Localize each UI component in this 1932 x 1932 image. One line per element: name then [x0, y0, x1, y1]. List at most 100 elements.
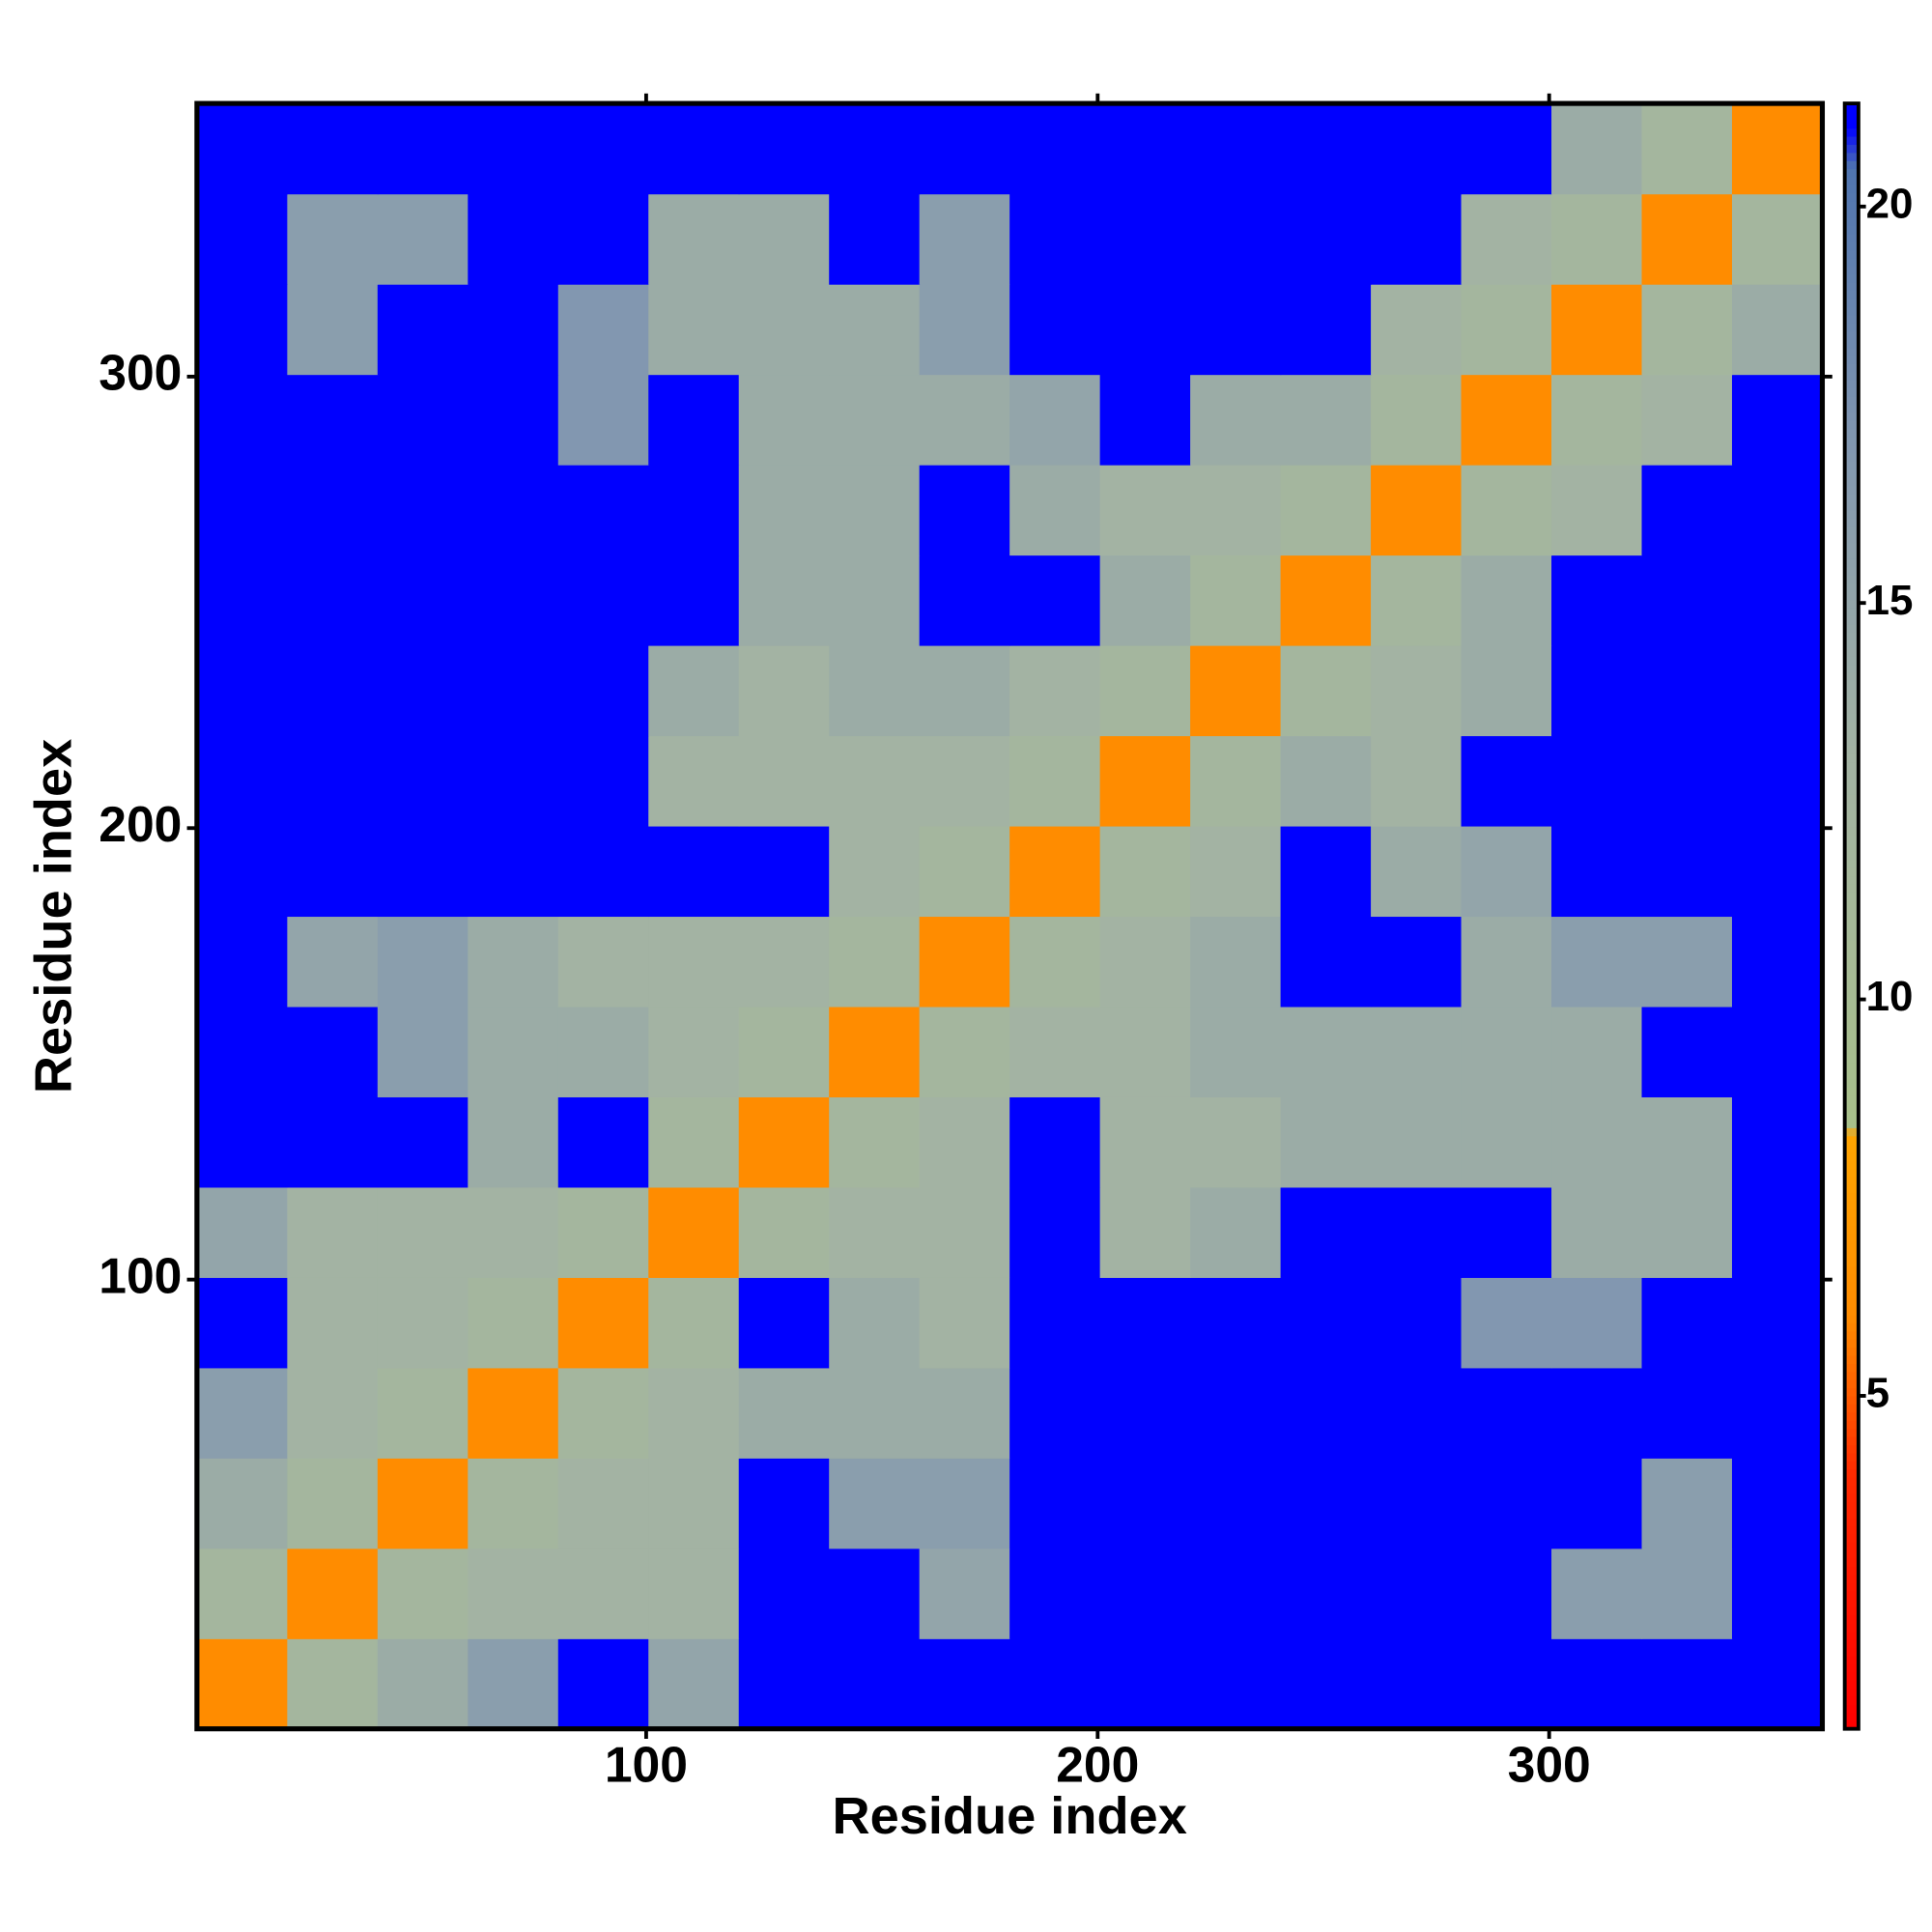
heatmap-cell: [1371, 1638, 1463, 1730]
heatmap-cell: [468, 644, 559, 737]
y-tick-label: 200: [99, 796, 182, 852]
heatmap-cell: [287, 1277, 379, 1369]
heatmap-cell: [1641, 1548, 1733, 1639]
heatmap-cell: [648, 1458, 740, 1549]
colorbar-segment: [1844, 201, 1859, 211]
heatmap-cell: [1009, 1096, 1101, 1188]
colorbar-segment: [1844, 1501, 1859, 1511]
heatmap-cell: [648, 1006, 740, 1097]
colorbar-segment: [1844, 185, 1859, 194]
colorbar-segment: [1844, 631, 1859, 641]
heatmap-cell: [1099, 1006, 1191, 1097]
heatmap-cell: [1731, 1186, 1824, 1278]
heatmap-cell: [1371, 193, 1463, 285]
colorbar-segment: [1844, 533, 1859, 544]
colorbar-segment: [1844, 1599, 1859, 1608]
heatmap-cell: [1371, 825, 1463, 918]
colorbar-segment: [1844, 1314, 1859, 1323]
colorbar-segment: [1844, 835, 1859, 844]
colorbar-segment: [1844, 1176, 1859, 1185]
heatmap-cell: [1280, 1367, 1372, 1459]
colorbar-segment: [1844, 656, 1859, 666]
colorbar-tick-label: 15: [1866, 577, 1914, 624]
heatmap-cell: [829, 644, 921, 737]
colorbar-segment: [1844, 1671, 1859, 1681]
colorbar-segment: [1844, 168, 1859, 178]
heatmap-cell: [738, 1638, 830, 1730]
heatmap-cell: [1641, 193, 1733, 285]
heatmap-cell: [1641, 1006, 1733, 1097]
heatmap-cell: [648, 1096, 740, 1188]
colorbar-segment: [1844, 290, 1859, 299]
heatmap-cell: [1190, 1006, 1282, 1097]
x-tick-label: 100: [605, 1737, 688, 1793]
heatmap-cell: [1641, 554, 1733, 646]
heatmap-cell: [829, 284, 921, 376]
heatmap-cell: [1461, 374, 1552, 466]
colorbar-segment: [1844, 1688, 1859, 1697]
heatmap-cell: [738, 284, 830, 376]
heatmap-cell: [1280, 554, 1372, 646]
heatmap-cell: [1190, 465, 1282, 556]
heatmap-cell: [738, 554, 830, 646]
heatmap-cell: [1190, 825, 1282, 918]
heatmap-cell: [829, 1277, 921, 1369]
colorbar-segment: [1844, 566, 1859, 576]
heatmap-cell: [1099, 103, 1191, 195]
heatmap-cell: [738, 1548, 830, 1639]
heatmap-cell: [1551, 1186, 1643, 1278]
heatmap-cell: [377, 1548, 469, 1639]
colorbar-segment: [1844, 867, 1859, 877]
colorbar-segment: [1844, 363, 1859, 373]
colorbar-segment: [1844, 688, 1859, 698]
heatmap-cell: [1190, 374, 1282, 466]
colorbar-segment: [1844, 542, 1859, 552]
heatmap-cell: [919, 825, 1010, 918]
heatmap-cell: [1461, 1548, 1552, 1639]
heatmap-cell: [1009, 193, 1101, 285]
heatmap-cell: [1371, 644, 1463, 737]
colorbar-segment: [1844, 257, 1859, 268]
colorbar-segment: [1844, 282, 1859, 292]
heatmap-cell: [287, 554, 379, 646]
colorbar-segment: [1844, 728, 1859, 739]
heatmap-cell: [829, 554, 921, 646]
colorbar-segment: [1844, 380, 1859, 389]
heatmap-cell: [648, 1638, 740, 1730]
heatmap-cell: [468, 1367, 559, 1459]
heatmap-cell: [648, 644, 740, 737]
colorbar-segment: [1844, 704, 1859, 714]
heatmap-cell: [648, 193, 740, 285]
heatmap-cell: [738, 644, 830, 737]
colorbar-tick-label: 20: [1866, 180, 1914, 227]
heatmap-cell: [1371, 374, 1463, 466]
heatmap-cell: [196, 1186, 288, 1278]
heatmap-cell: [919, 374, 1010, 466]
heatmap-cell: [468, 1186, 559, 1278]
colorbar-segment: [1844, 647, 1859, 657]
colorbar-segment: [1844, 119, 1859, 129]
heatmap-cell: [919, 465, 1010, 556]
heatmap-cell: [1551, 465, 1643, 556]
colorbar-segment: [1844, 932, 1859, 942]
heatmap-cell: [1099, 1458, 1191, 1549]
colorbar-segment: [1844, 128, 1859, 137]
heatmap-cell: [377, 465, 469, 556]
colorbar-segment: [1844, 493, 1859, 503]
heatmap-cell: [1099, 1367, 1191, 1459]
colorbar-segment: [1844, 176, 1859, 185]
colorbar-segment: [1844, 347, 1859, 356]
colorbar-segment: [1844, 225, 1859, 235]
colorbar-segment: [1844, 997, 1859, 1007]
colorbar-segment: [1844, 1297, 1859, 1307]
heatmap-cell: [738, 1277, 830, 1369]
colorbar-segment: [1844, 1281, 1859, 1292]
heatmap-cell: [1461, 1006, 1552, 1097]
heatmap-cell: [1099, 916, 1191, 1008]
heatmap-cell: [1009, 916, 1101, 1008]
heatmap-cell: [1190, 1367, 1282, 1459]
heatmap-cell: [1009, 825, 1101, 918]
heatmap-cell: [1461, 735, 1552, 827]
heatmap-cell: [287, 374, 379, 466]
